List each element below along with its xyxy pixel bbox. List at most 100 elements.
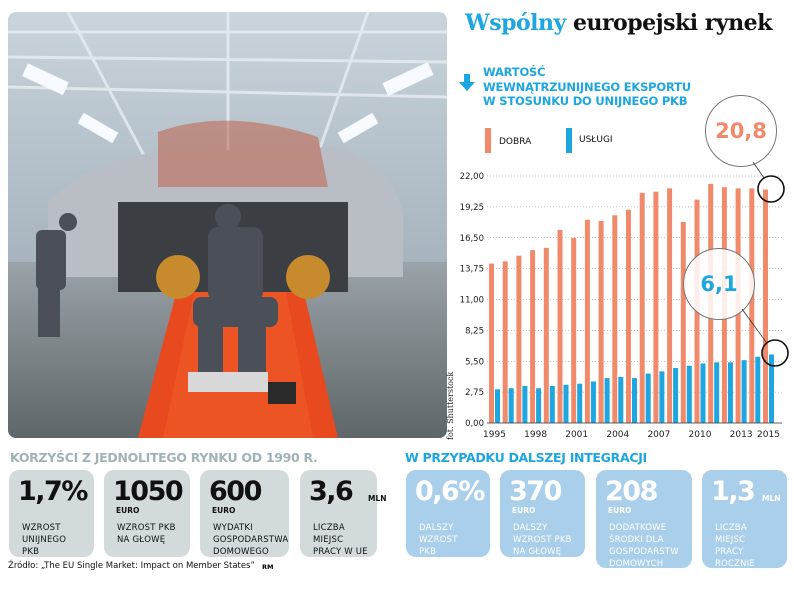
source-note: Źródło: „The EU Single Market: Impact on…: [8, 561, 255, 571]
y-tick-label: 13,75: [460, 265, 484, 275]
chart-title-line: WEWNĄTRZUNIJNEGO EKSPORTU: [483, 79, 691, 94]
x-tick-label: 1998: [524, 430, 547, 440]
card-unit: MLN: [368, 494, 387, 503]
bar-usługi-2006: [645, 373, 651, 423]
card-desc-line: PRACY: [715, 547, 744, 557]
annotation-connectors: [741, 161, 789, 367]
factory-photo: [8, 12, 447, 438]
card-unit: MLN: [762, 494, 781, 503]
bar-usługi-2012: [727, 362, 733, 423]
bar-usługi-1998: [536, 388, 542, 423]
bar-usługi-1996: [508, 388, 514, 423]
chart-title: WARTOŚĆ WEWNĄTRZUNIJNEGO EKSPORTU W STOS…: [483, 65, 691, 109]
legend-label-dobra: DOBRA: [499, 137, 532, 147]
benefits-card: 1050 EURO WZROST PKB NA GŁOWĘ: [104, 470, 190, 557]
integration-card: 1,3 MLN LICZBA MIEJSC PRACY ROCZNIE: [702, 470, 787, 569]
highlight-circle: [757, 175, 785, 203]
card-desc-line: DOMOWEGO: [213, 547, 269, 557]
integration-card: 208 EURO DODATKOWE ŚRODKI DLA GOSPODARSTW DOM…: [596, 470, 692, 569]
card-desc-line: WZROST PKB: [117, 523, 176, 533]
card-desc-line: LICZBA: [313, 523, 345, 533]
title-rest: europejski rynek: [572, 10, 772, 36]
card-desc-line: UNIJNEGO: [22, 535, 67, 545]
annotation-dobra-2015: 20,8: [705, 95, 777, 167]
card-desc-line: LICZBA: [715, 523, 747, 533]
bar-dobra-2003: [598, 220, 604, 423]
card-desc-line: DOMOWYCH: [609, 559, 664, 569]
bar-dobra-2014: [749, 188, 755, 423]
bar-usługi-2005: [632, 378, 637, 423]
card-desc-line: NA GŁOWĘ: [117, 535, 166, 545]
integration-card: 0,6% DALSZY WZROST PKB: [406, 470, 490, 557]
legend-swatch-dobra: [485, 128, 491, 153]
bar-usługi-2004: [618, 376, 624, 423]
bar-usługi-1995: [495, 389, 500, 423]
highlight-circle: [761, 339, 789, 367]
x-tick-label: 2007: [647, 430, 670, 440]
bar-usługi-1999: [549, 385, 555, 423]
bar-usługi-2015: [769, 354, 774, 423]
x-tick-label: 2013: [730, 430, 753, 440]
card-desc-line: DALSZY: [419, 523, 454, 533]
bar-dobra-2006: [639, 192, 645, 423]
bar-dobra-2009: [680, 222, 686, 423]
x-tick-label: 2010: [689, 430, 712, 440]
bar-dobra-1999: [543, 247, 549, 423]
y-tick-label: 22,00: [460, 172, 484, 182]
chart-title-line: WARTOŚĆ: [483, 65, 546, 79]
y-tick-label: 5,50: [465, 357, 484, 367]
bar-dobra-2000: [557, 229, 563, 423]
card-desc-line: WZROST PKB: [513, 535, 572, 545]
connector-line: [741, 308, 767, 343]
bar-usługi-2014: [755, 356, 761, 423]
card-value: 1,7%: [18, 476, 88, 507]
bar-dobra-2008: [667, 188, 673, 423]
card-desc-line: DALSZY: [513, 523, 548, 533]
card-unit: EURO: [116, 506, 140, 515]
bar-usługi-2007: [659, 371, 665, 423]
card-desc-line: GOSPODARSTW: [609, 547, 679, 557]
bar-dobra-1995: [489, 263, 494, 423]
card-desc-line: WZROST: [419, 535, 458, 545]
bar-usługi-2003: [604, 378, 610, 423]
card-value: 600: [209, 476, 262, 507]
bar-usługi-2010: [700, 363, 706, 423]
legend-label-uslugi: USŁUGI: [579, 135, 613, 145]
arrow-down-icon: [459, 74, 475, 91]
bar-dobra-2001: [571, 237, 577, 423]
bar-usługi-1997: [522, 385, 528, 423]
chart-title-line: W STOSUNKU DO UNIJNEGO PKB: [483, 94, 688, 108]
connector-line: [752, 161, 765, 179]
bar-dobra-1996: [502, 261, 508, 423]
bar-usługi-2008: [673, 367, 679, 423]
bar-dobra-2005: [626, 209, 631, 423]
card-desc-line: GOSPODARSTWA: [213, 535, 289, 545]
card-desc-line: MIEJSC: [313, 535, 344, 545]
car-assembly-photo: [8, 12, 447, 438]
benefits-title: KORZYŚCI Z JEDNOLITEGO RYNKU OD 1990 R.: [10, 450, 318, 465]
bar-dobra-2007: [653, 191, 659, 423]
legend-swatch-uslugi: [566, 128, 572, 153]
bar-dobra-2002: [584, 219, 590, 423]
annotation-uslugi-2015: 6,1: [683, 248, 755, 320]
card-desc-line: PRACY W UE: [313, 547, 368, 557]
page-title: Wspólny europejski rynek: [465, 10, 772, 36]
card-desc-line: PKB: [22, 547, 40, 557]
title-accent: Wspólny: [465, 10, 566, 36]
card-value: 208: [605, 476, 658, 507]
card-unit: EURO: [512, 506, 536, 515]
y-tick-label: 16,50: [460, 234, 484, 244]
card-value: 1050: [113, 476, 184, 507]
card-desc-line: MIEJSC: [715, 535, 746, 545]
bar-usługi-2001: [577, 383, 583, 423]
x-tick-label: 2001: [565, 430, 588, 440]
y-tick-label: 0,00: [465, 419, 484, 429]
card-desc-line: WZROST: [22, 523, 61, 533]
bar-usługi-2011: [714, 362, 720, 423]
y-tick-label: 11,00: [460, 296, 484, 306]
card-value: 0,6%: [415, 476, 485, 507]
bar-usługi-2013: [741, 360, 747, 423]
card-value: 3,6: [309, 476, 354, 507]
card-unit: EURO: [212, 506, 236, 515]
y-tick-label: 8,25: [465, 326, 484, 336]
